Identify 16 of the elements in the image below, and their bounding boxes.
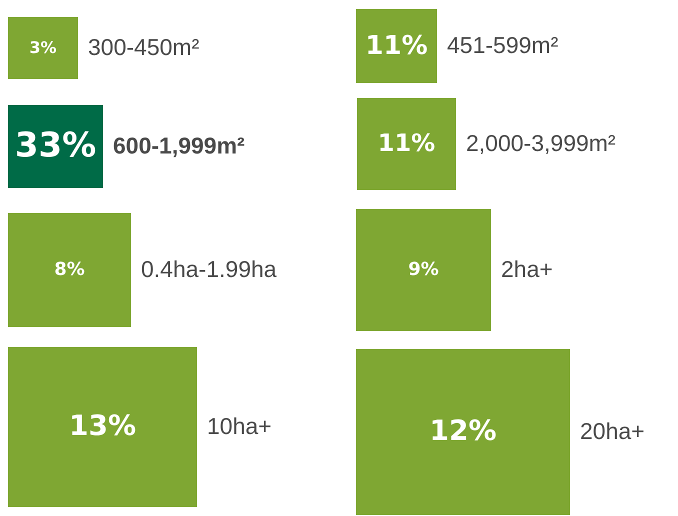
- category-label: 10ha+: [207, 413, 272, 439]
- data-label: 8%: [54, 259, 85, 280]
- category-label: 300-450m²: [88, 34, 200, 60]
- data-label: 3%: [29, 38, 57, 57]
- data-label: 13%: [68, 409, 136, 442]
- data-label: 9%: [408, 259, 439, 280]
- category-label: 451-599m²: [447, 32, 559, 58]
- category-label: 2,000-3,999m²: [466, 130, 616, 156]
- category-label: 20ha+: [580, 418, 645, 444]
- category-label: 600-1,999m²: [113, 132, 246, 158]
- data-label: 11%: [365, 31, 428, 61]
- data-label: 11%: [378, 129, 436, 157]
- category-label: 0.4ha-1.99ha: [141, 256, 277, 282]
- category-label: 2ha+: [501, 256, 553, 282]
- data-label: 33%: [14, 126, 96, 166]
- data-label: 12%: [429, 414, 497, 447]
